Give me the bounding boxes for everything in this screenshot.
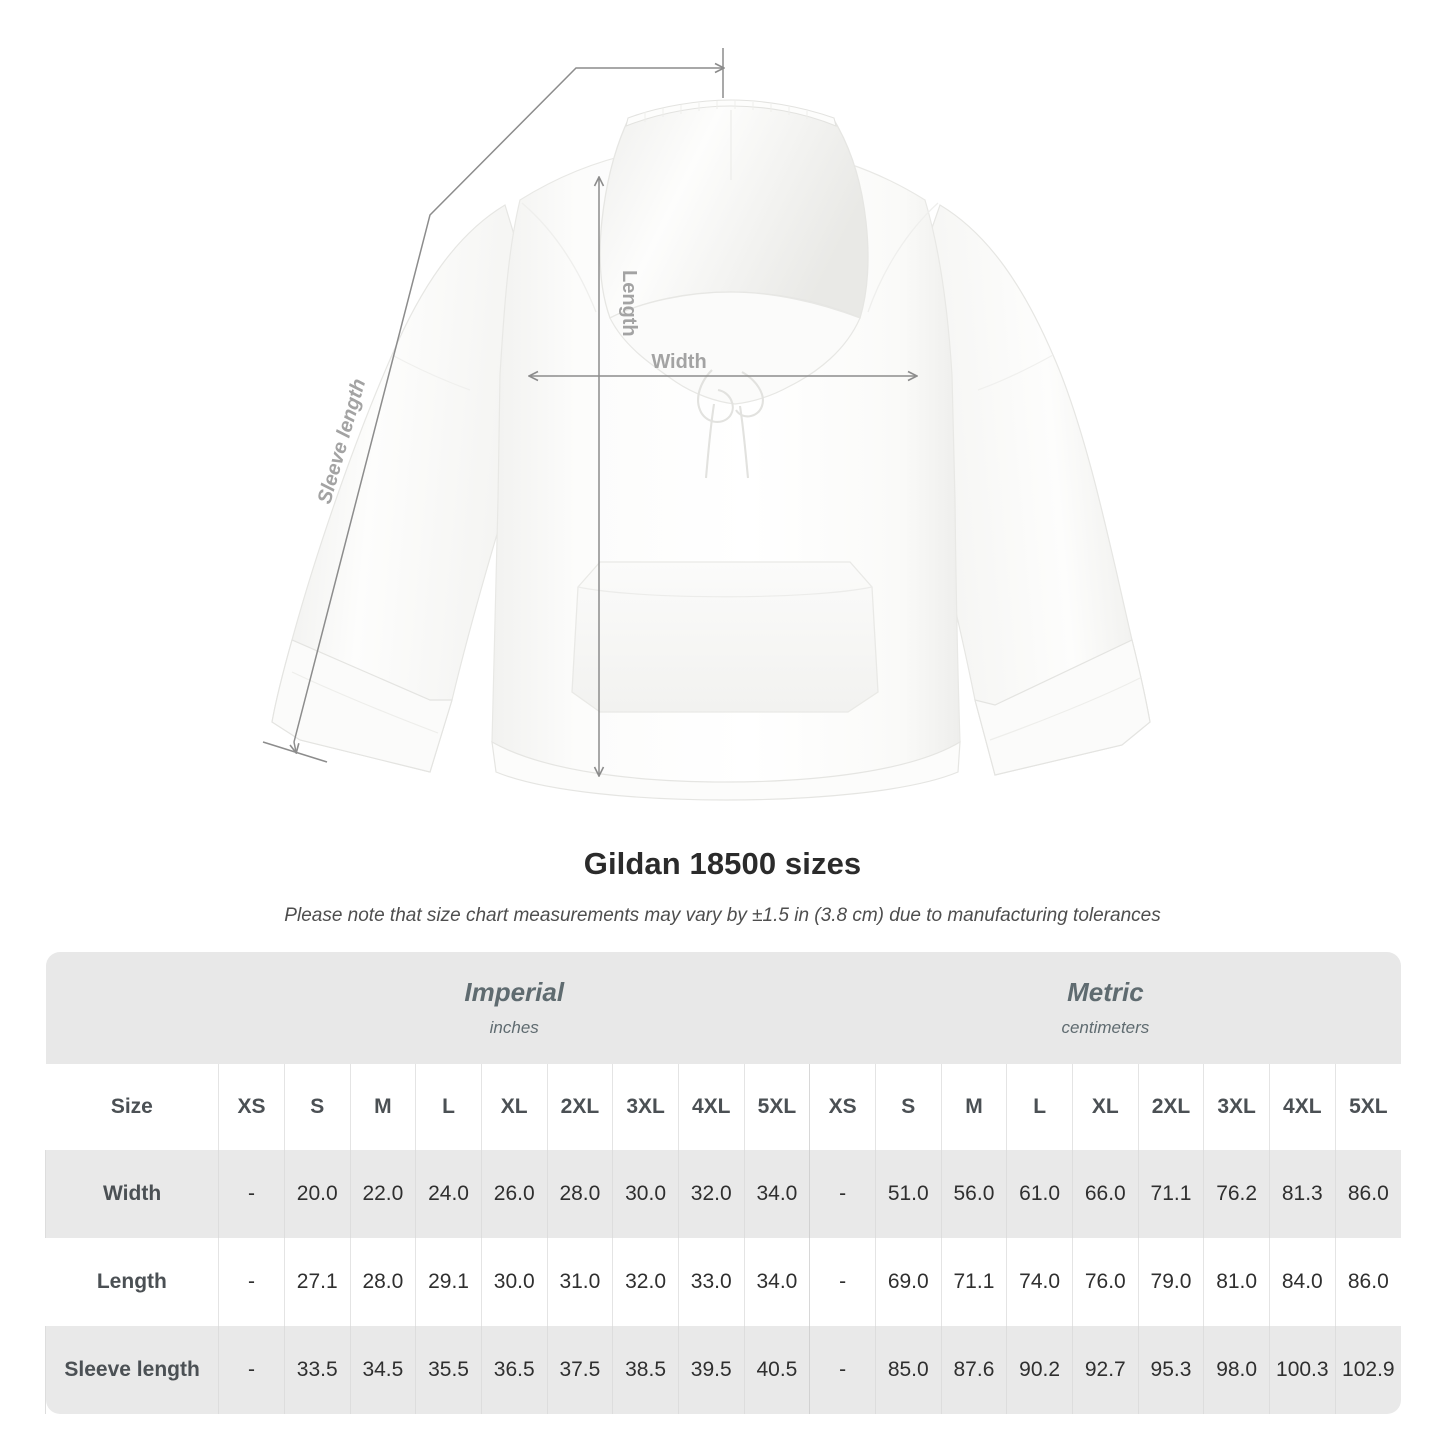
cell-width-imperial-xs: - [218,1150,285,1238]
cell-sleeve-metric-s: 85.0 [874,1326,942,1414]
cell-sleeve-imperial-3xl: 38.5 [612,1326,679,1414]
cell-length-metric-2xl: 79.0 [1137,1238,1204,1326]
cell-sleeve-imperial-2xl: 37.5 [546,1326,613,1414]
cell-sleeve-metric-5xl: 102.9 [1334,1326,1401,1414]
size-header-row: Size XS S M L XL 2XL 3XL 4XL 5XL XS S M … [45,1064,1401,1150]
size-chart-table-wrapper: Imperial inches Metric centimeters Size … [44,952,1401,1414]
row-label-sleeve-length: Sleeve length [44,1326,219,1414]
cell-width-imperial-l: 24.0 [415,1150,482,1238]
cell-length-metric-5xl: 86.0 [1334,1238,1401,1326]
size-header-imperial-xl: XL [480,1064,548,1150]
cell-width-imperial-5xl: 34.0 [743,1150,810,1238]
size-chart-table: Imperial inches Metric centimeters Size … [44,952,1401,1414]
size-header-imperial-5xl: 5XL [743,1064,810,1150]
cell-width-metric-xl: 66.0 [1071,1150,1139,1238]
size-header-metric-l: L [1006,1064,1073,1150]
table-row-sleeve-length: Sleeve length - 33.5 34.5 35.5 36.5 37.5… [44,1326,1401,1414]
cell-sleeve-metric-l: 90.2 [1006,1326,1073,1414]
unit-banner-metric: Metric centimeters [809,952,1401,1064]
cell-sleeve-imperial-m: 34.5 [349,1326,416,1414]
cell-width-imperial-s: 20.0 [283,1150,351,1238]
cell-width-imperial-3xl: 30.0 [612,1150,679,1238]
page-title: Gildan 18500 sizes [583,846,862,881]
size-header-metric-m: M [940,1064,1007,1150]
cell-length-imperial-m: 28.0 [349,1238,416,1326]
width-label: Width [651,351,706,373]
hoodie-illustration: Length Width Sleeve length [262,48,1151,801]
size-header-imperial-4xl: 4XL [677,1064,745,1150]
size-header-metric-xs: XS [809,1064,876,1150]
cell-sleeve-imperial-xs: - [218,1326,285,1414]
cell-width-metric-xs: - [809,1150,876,1238]
cell-width-imperial-m: 22.0 [349,1150,416,1238]
cell-length-imperial-xl: 30.0 [480,1238,548,1326]
size-header-metric-xl: XL [1071,1064,1139,1150]
size-header-imperial-3xl: 3XL [612,1064,679,1150]
size-header-metric-s: S [874,1064,942,1150]
size-header-metric-4xl: 4XL [1268,1064,1336,1150]
unit-name-metric: Metric [1067,977,1144,1008]
table-row-length: Length - 27.1 28.0 29.1 30.0 31.0 32.0 3… [45,1238,1401,1326]
cell-width-metric-4xl: 81.3 [1268,1150,1336,1238]
cell-width-imperial-2xl: 28.0 [546,1150,613,1238]
cell-sleeve-imperial-xl: 36.5 [480,1326,548,1414]
cell-width-metric-s: 51.0 [874,1150,942,1238]
cell-length-metric-xs: - [809,1238,876,1326]
size-header-metric-3xl: 3XL [1203,1064,1270,1150]
size-header-imperial-l: L [415,1064,482,1150]
cell-width-metric-5xl: 86.0 [1334,1150,1401,1238]
tolerance-note: Please note that size chart measurements… [284,905,1161,927]
cell-width-imperial-xl: 26.0 [480,1150,548,1238]
size-header-imperial-2xl: 2XL [546,1064,613,1150]
cell-length-imperial-4xl: 33.0 [677,1238,745,1326]
cell-length-imperial-2xl: 31.0 [546,1238,613,1326]
unit-sub-imperial: inches [489,1018,539,1038]
cell-sleeve-imperial-5xl: 40.5 [743,1326,810,1414]
size-header-imperial-m: M [349,1064,416,1150]
sleeve-length-guide [262,48,723,763]
cell-length-metric-l: 74.0 [1006,1238,1073,1326]
cell-width-imperial-4xl: 32.0 [677,1150,745,1238]
unit-banner-row: Imperial inches Metric centimeters [45,952,1401,1064]
row-label-length: Length [45,1238,219,1326]
cell-length-imperial-5xl: 34.0 [743,1238,810,1326]
cell-length-imperial-xs: - [218,1238,285,1326]
cell-width-metric-3xl: 76.2 [1203,1150,1270,1238]
cell-length-metric-m: 71.1 [940,1238,1007,1326]
size-header-metric-2xl: 2XL [1137,1064,1204,1150]
length-label: Length [618,270,640,337]
hoodie-graphic [271,99,1151,801]
cell-width-metric-l: 61.0 [1006,1150,1073,1238]
cell-width-metric-2xl: 71.1 [1137,1150,1204,1238]
unit-banner-spacer [45,952,219,1064]
unit-banner-imperial: Imperial inches [218,952,810,1064]
unit-sub-metric: centimeters [1061,1018,1150,1038]
size-header-imperial-s: S [283,1064,351,1150]
size-header-imperial-xs: XS [218,1064,285,1150]
cell-sleeve-imperial-l: 35.5 [415,1326,482,1414]
cell-length-metric-4xl: 84.0 [1268,1238,1336,1326]
cell-length-imperial-l: 29.1 [415,1238,482,1326]
table-row-width: Width - 20.0 22.0 24.0 26.0 28.0 30.0 32… [44,1150,1401,1238]
cell-length-imperial-s: 27.1 [283,1238,351,1326]
cell-width-metric-m: 56.0 [940,1150,1007,1238]
cell-sleeve-imperial-s: 33.5 [283,1326,351,1414]
cell-sleeve-metric-m: 87.6 [940,1326,1007,1414]
cell-sleeve-metric-xs: - [809,1326,876,1414]
cell-sleeve-metric-3xl: 98.0 [1203,1326,1270,1414]
title-block: Gildan 18500 sizes Please note that size… [0,845,1445,929]
cell-length-imperial-3xl: 32.0 [612,1238,679,1326]
measurement-guides [262,48,916,775]
cell-sleeve-metric-2xl: 95.3 [1137,1326,1204,1414]
size-header-metric-5xl: 5XL [1334,1064,1401,1150]
cell-sleeve-metric-4xl: 100.3 [1268,1326,1336,1414]
row-label-width: Width [44,1150,219,1238]
cell-sleeve-imperial-4xl: 39.5 [677,1326,745,1414]
cell-length-metric-s: 69.0 [874,1238,942,1326]
cell-sleeve-metric-xl: 92.7 [1071,1326,1139,1414]
size-header-label: Size [45,1064,219,1150]
cell-length-metric-3xl: 81.0 [1203,1238,1270,1326]
cell-length-metric-xl: 76.0 [1071,1238,1139,1326]
unit-name-imperial: Imperial [464,977,565,1008]
